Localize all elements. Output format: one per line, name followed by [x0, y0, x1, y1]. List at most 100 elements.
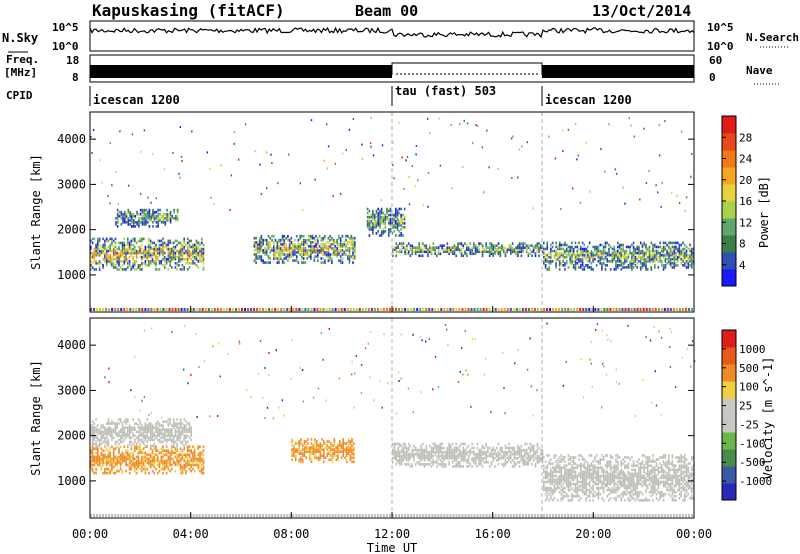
data-cell: [395, 224, 397, 227]
data-cell: [138, 212, 140, 216]
data-cell: [158, 243, 161, 247]
data-cell: [172, 442, 175, 446]
data-cell: [274, 238, 277, 242]
data-cell: [557, 462, 559, 465]
data-cell: [310, 257, 312, 260]
data-cell: [135, 461, 138, 465]
data-cell: [172, 440, 175, 444]
data-cell: [287, 236, 289, 240]
data-cell: [352, 245, 354, 248]
data-cell: [511, 446, 514, 450]
data-cell: [176, 264, 178, 267]
data-cell: [195, 463, 198, 467]
data-cell: [382, 219, 385, 223]
data-cell: [118, 260, 120, 263]
data-cell: [114, 461, 117, 465]
data-cell: [324, 456, 327, 460]
data-cell: [569, 472, 571, 476]
data-cell: [93, 463, 96, 467]
data-cell: [414, 448, 417, 452]
data-cell: [494, 244, 496, 247]
data-cell: [441, 461, 443, 464]
data-cell: [107, 430, 110, 433]
data-cell: [162, 237, 164, 241]
data-cell: [386, 211, 388, 215]
data-cell: [109, 243, 111, 247]
data-cell: [510, 446, 512, 450]
data-cell: [107, 453, 110, 457]
data-cell: [121, 426, 124, 429]
data-cell: [407, 463, 410, 466]
data-cell: [592, 253, 594, 257]
data-cell: [462, 442, 465, 446]
data-cell: [581, 464, 584, 467]
data-cell: [558, 243, 561, 247]
data-cell: [186, 241, 189, 245]
data-cell: [169, 221, 172, 224]
velocity-data: [90, 322, 696, 517]
data-cell: [551, 499, 554, 502]
data-cell: [490, 454, 493, 458]
data-cell: [592, 492, 594, 496]
data-cell: [418, 452, 420, 456]
data-cell: [146, 426, 148, 429]
data-cell: [186, 447, 189, 450]
data-cell: [130, 247, 133, 251]
data-cell: [112, 436, 115, 440]
data-cell: [569, 470, 571, 474]
data-cell: [348, 236, 351, 240]
data-cell: [310, 255, 312, 258]
data-cell: [119, 438, 122, 442]
data-cell: [148, 249, 150, 253]
data-cell: [485, 444, 487, 448]
data-cell: [276, 247, 279, 250]
data-cell: [319, 454, 322, 457]
data-cell: [118, 262, 120, 265]
data-cell: [178, 463, 180, 467]
data-cell: [497, 454, 500, 458]
data-cell: [392, 452, 394, 456]
data-cell: [504, 461, 507, 464]
data-cell: [164, 467, 166, 471]
data-cell: [392, 250, 394, 254]
data-cell: [98, 251, 101, 255]
data-cell: [125, 251, 127, 255]
data-cell: [181, 422, 184, 425]
data-cell: [137, 463, 140, 467]
data-cell: [116, 457, 118, 461]
data-cell: [309, 456, 311, 460]
data-cell: [250, 308, 253, 311]
data-cell: [572, 482, 575, 486]
data-cell: [567, 476, 570, 480]
data-cell: [178, 241, 180, 245]
data-cell: [181, 432, 184, 436]
data-cell: [597, 253, 600, 257]
data-cell: [171, 260, 173, 263]
data-cell: [618, 253, 621, 257]
data-cell: [550, 247, 552, 251]
data-cell: [578, 464, 580, 467]
data-cell: [190, 428, 192, 431]
data-cell: [495, 454, 498, 458]
data-cell: [130, 455, 133, 459]
data-cell: [638, 245, 640, 249]
data-cell: [100, 262, 103, 265]
data-cell: [186, 430, 189, 433]
data-cell: [118, 422, 120, 425]
data-cell: [444, 463, 447, 466]
data-cell: [564, 476, 566, 480]
data-cell: [429, 132, 431, 135]
data-cell: [476, 246, 479, 249]
data-cell: [683, 243, 686, 247]
data-cell: [546, 490, 549, 494]
data-cell: [423, 465, 426, 468]
data-cell: [305, 440, 307, 443]
data-cell: [146, 459, 148, 463]
data-cell: [588, 255, 591, 259]
data-cell: [160, 436, 163, 440]
data-cell: [287, 238, 289, 242]
data-cell: [480, 448, 482, 452]
data-cell: [585, 474, 587, 478]
data-cell: [434, 246, 436, 249]
data-cell: [95, 262, 97, 265]
